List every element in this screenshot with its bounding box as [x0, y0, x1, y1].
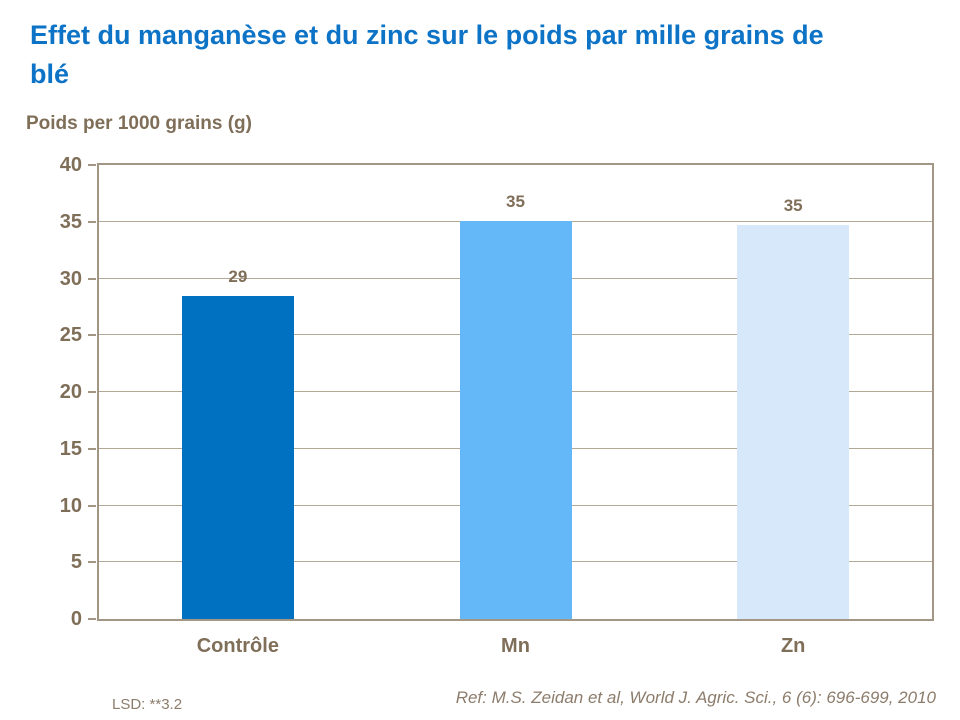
bar-value-label: 35 — [783, 196, 803, 216]
lsd-footnote: LSD: **3.2 — [112, 696, 183, 713]
y-axis-tick — [88, 504, 96, 507]
y-axis-tick — [88, 220, 96, 223]
bar-value-label: 35 — [506, 191, 525, 211]
y-axis-tick — [88, 277, 96, 280]
y-tick-label: 10 — [59, 494, 82, 517]
reference-citation: Ref: M.S. Zeidan et al, World J. Agric. … — [455, 688, 936, 707]
y-tick-label: 20 — [59, 381, 82, 403]
x-category-label-contrôle: Contrôle — [196, 635, 279, 657]
chart-title: Effet du manganèse et du zinc sur le poi… — [30, 20, 824, 89]
x-category-label-zn: Zn — [780, 635, 806, 657]
y-tick-label: 30 — [59, 267, 82, 290]
bar-mn — [459, 220, 572, 619]
y-tick-label: 0 — [70, 608, 82, 630]
x-category-label-mn: Mn — [501, 635, 530, 657]
bar-value-label: 29 — [228, 266, 248, 286]
y-axis-tick — [88, 334, 96, 337]
y-tick-label: 25 — [59, 324, 82, 347]
y-axis-tick — [88, 618, 96, 620]
bar-zn — [737, 225, 850, 619]
y-axis-title: Poids per 1000 grains (g) — [26, 113, 252, 134]
y-axis-tick — [88, 561, 96, 564]
y-axis-tick — [88, 391, 96, 393]
y-axis-tick — [88, 164, 96, 166]
plot-area: 29 35 35 — [97, 163, 934, 621]
y-tick-label: 15 — [59, 437, 82, 460]
bar-contrôle — [181, 295, 294, 619]
y-tick-label: 5 — [70, 551, 82, 574]
y-axis-tick — [88, 447, 96, 450]
y-tick-label: 40 — [59, 154, 82, 176]
y-tick-label: 35 — [59, 210, 82, 233]
